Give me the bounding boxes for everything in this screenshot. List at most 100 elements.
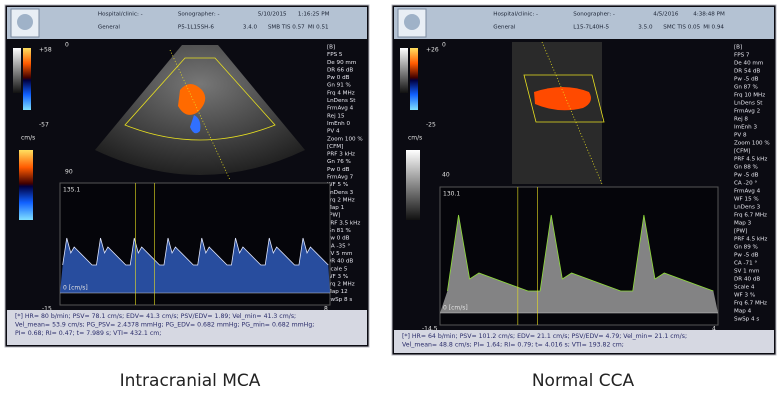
sector-image — [95, 45, 305, 175]
parameter: CA -20 ° — [734, 181, 757, 187]
depth-top: 0 — [442, 42, 446, 49]
depth-bottom: 90 — [65, 169, 73, 176]
parameter: Pw -5 dB — [734, 77, 759, 83]
color-flow — [178, 84, 206, 115]
header-hospital: Hospital/clinic: - — [98, 12, 143, 18]
header-preset: General — [98, 25, 120, 31]
header-bar — [7, 7, 367, 39]
parameter: PRF 3 kHz — [327, 152, 355, 158]
parameter: Frq 6.7 MHz — [734, 213, 767, 219]
parameter: Frq 2 MHz — [327, 197, 355, 203]
parameter: CA -35 ° — [327, 243, 350, 249]
parameter: WF 3 % — [734, 293, 755, 299]
color-box — [523, 74, 605, 123]
header-preset: General — [493, 25, 515, 31]
header-tis: SMC TIS 0.05 — [663, 25, 700, 31]
parameter: Map 3 — [734, 221, 752, 227]
parameter: Pw 0 dB — [327, 236, 350, 242]
logo-head — [17, 14, 33, 30]
header-sonographer: Sonographer: - — [178, 12, 220, 18]
color-unit: cm/s — [408, 135, 422, 142]
parameter: De 90 mm — [327, 60, 356, 66]
parameter: WF 15 % — [734, 197, 759, 203]
parameter: Frq 6.7 MHz — [734, 301, 767, 307]
parameter: Frq 10 MHz — [734, 93, 765, 99]
parameter: Map 4 — [734, 309, 752, 315]
color-box — [124, 57, 276, 141]
header-mi: MI 0.51 — [308, 25, 329, 31]
parameter: FPS 7 — [734, 53, 750, 59]
velocity-color-bar — [410, 48, 418, 110]
parameter: [CFM] — [327, 144, 343, 150]
parameter: DR 54 dB — [734, 69, 760, 75]
parameter: WF 5 % — [327, 182, 348, 188]
parameter: SV 5 mm — [327, 251, 352, 257]
parameter: Map 12 — [327, 289, 348, 295]
spectral-envelope — [447, 214, 714, 292]
parameter: LnDens 3 — [734, 205, 761, 211]
header-time: 4:38:48 PM — [693, 12, 725, 18]
parameter: Frq 4 MHz — [327, 90, 355, 96]
spectral-waveform — [440, 215, 718, 313]
parameter: Pw 0 dB — [327, 75, 350, 81]
spectral-max: 130.1 — [443, 191, 460, 198]
parameter: De 40 mm — [734, 61, 763, 67]
spectral-baseline: 0 [cm/s] — [443, 305, 468, 312]
parameter: Frq 2 MHz — [327, 282, 355, 288]
parameter: [CFM] — [734, 149, 750, 155]
depth-top: 0 — [65, 42, 69, 49]
parameter: LnDens St — [734, 101, 763, 107]
parameter: FrmAvg 2 — [734, 109, 760, 115]
parameter: PRF 3.5 kHz — [327, 220, 360, 226]
spectral-baseline: 0 [cm/s] — [63, 285, 88, 292]
parameter: PRF 4.5 kHz — [734, 237, 767, 243]
parameter: Gn 91 % — [327, 83, 351, 89]
linear-image — [512, 42, 602, 184]
parameter: Gn 81 % — [327, 228, 351, 234]
color-min: -57 — [39, 122, 49, 129]
parameter: Pw 0 dB — [327, 167, 350, 173]
parameter: Gn 89 % — [734, 245, 758, 251]
parameter: LnDens St — [327, 98, 356, 104]
header-probe: L15-7L40H-5 — [573, 25, 609, 31]
parameter: [PW] — [327, 213, 340, 219]
cfm-map-bar — [406, 150, 420, 220]
parameter: Rej 15 — [327, 113, 345, 119]
spectral-max: 135.1 — [63, 187, 80, 194]
header-version: 3.4.0 — [243, 25, 258, 31]
parameter: [B] — [734, 45, 742, 51]
color-min: -25 — [426, 122, 436, 129]
parameter: FrmAvg 4 — [327, 106, 354, 112]
header-time: 1:16:25 PM — [298, 12, 330, 18]
measurement-line: [*] HR= 80 b/min; PSV= 78.1 cm/s; EDV= 4… — [15, 313, 296, 320]
color-flow-blue — [190, 115, 201, 134]
spectral-min: -14.5 — [422, 326, 438, 333]
measurement-line: Vel_mean= 53.9 cm/s; PG_PSV= 2.4378 mmHg… — [15, 322, 314, 329]
parameter: SV 1 mm — [734, 269, 759, 275]
caption: Intracranial MCA — [120, 371, 261, 391]
parameter: DR 40 dB — [734, 277, 760, 283]
color-unit: cm/s — [21, 135, 35, 142]
parameter: Gn 76 % — [327, 159, 351, 165]
spectral-waveform — [60, 238, 330, 293]
parameter: Map 1 — [327, 205, 345, 211]
time-end: 8 — [324, 306, 328, 313]
header-version: 3.5.0 — [638, 25, 653, 31]
parameter: FPS 5 — [327, 52, 343, 58]
parameter: Pw -5 dB — [734, 173, 759, 179]
measurement-line: [*] HR= 64 b/min; PSV= 101.2 cm/s; EDV= … — [402, 333, 687, 340]
monitor-screen: Hospital/clinic: - Sonographer: - 5/10/201… — [4, 4, 370, 348]
cfm-map-bar — [19, 150, 33, 220]
header-mi: MI 0.94 — [703, 25, 724, 31]
parameter: ImEnh 0 — [327, 121, 351, 127]
gray-bar — [400, 48, 408, 93]
parameter: PRF 4.5 kHz — [734, 157, 767, 163]
measurement-line: Vel_mean= 48.8 cm/s; PI= 1.64; RI= 0.79;… — [402, 342, 624, 349]
parameter: [B] — [327, 45, 335, 51]
header-bar — [394, 7, 774, 39]
parameter: DR 66 dB — [327, 67, 353, 73]
parameter: PV 8 — [734, 133, 747, 139]
color-max: +58 — [39, 47, 52, 54]
color-max: +26 — [426, 47, 439, 54]
